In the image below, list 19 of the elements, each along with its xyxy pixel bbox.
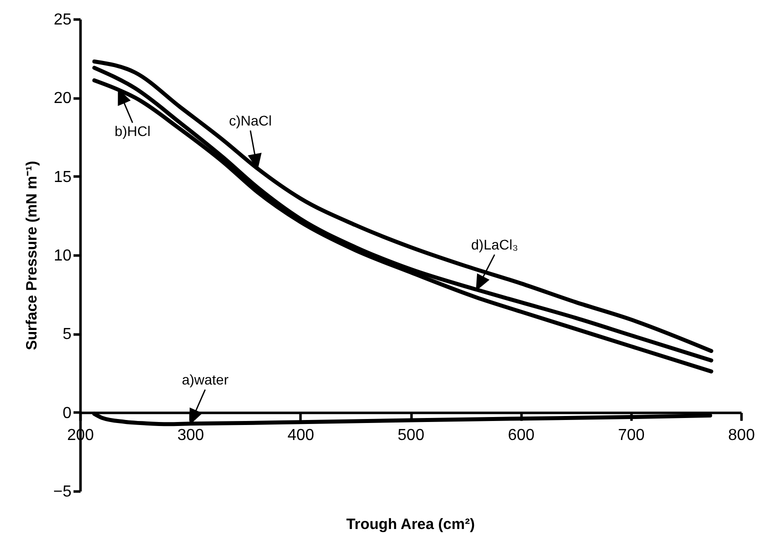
x-tick-label: 800 [728, 426, 755, 444]
x-axis-title: Trough Area (cm²) [346, 516, 475, 533]
x-tick-label: 300 [177, 426, 204, 444]
x-tick-label: 600 [508, 426, 535, 444]
y-axis-title: Surface Pressure (mN m⁻¹) [23, 160, 40, 350]
y-tick-label: 0 [62, 404, 72, 422]
annotation: c)NaCl [228, 112, 272, 128]
x-tick-label: 500 [398, 426, 424, 444]
y-tick-label: 15 [54, 168, 72, 186]
y-tick-label: 20 [54, 90, 72, 108]
annotation: a)water [182, 372, 229, 388]
y-tick-label: 25 [54, 12, 72, 28]
y-tick-label: 5 [62, 326, 72, 344]
annotation: b)HCl [114, 122, 150, 139]
y-tick-label: 10 [54, 248, 72, 264]
x-tick-label: 700 [618, 426, 645, 444]
annotation: d)LaCl₃ [471, 236, 518, 253]
x-tick-label: 400 [287, 426, 314, 444]
y-tick-label: −5 [53, 484, 72, 500]
